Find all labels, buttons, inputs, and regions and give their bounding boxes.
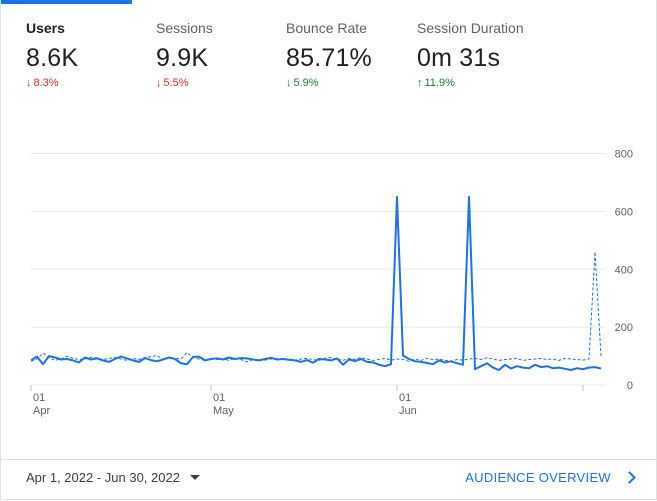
metric-tab-bounce-rate[interactable]: Bounce Rate 85.71% ↓ 5.9% xyxy=(286,20,416,89)
metric-tab-session-duration[interactable]: Session Duration 0m 31s ↑ 11.9% xyxy=(417,20,577,89)
date-range-label: Apr 1, 2022 - Jun 30, 2022 xyxy=(26,470,180,485)
metric-delta-value: 5.5% xyxy=(163,77,189,89)
y-tick-label: 800 xyxy=(615,149,633,161)
metric-value: 8.6K xyxy=(26,44,79,72)
series-line-current xyxy=(30,195,602,371)
active-tab-indicator xyxy=(1,0,132,4)
metric-delta: ↑ 11.9% xyxy=(417,77,577,89)
metric-delta-value: 8.3% xyxy=(33,77,59,89)
metric-delta: ↓ 5.9% xyxy=(286,77,416,89)
x-tick-label: Jun xyxy=(399,405,417,417)
series-line-previous xyxy=(30,251,602,363)
metric-tab-users[interactable]: Users 8.6K ↓ 8.3% xyxy=(26,20,156,89)
x-tick-label: Apr xyxy=(33,405,50,417)
arrow-down-icon: ↓ xyxy=(26,77,32,89)
arrow-down-icon: ↓ xyxy=(156,77,162,89)
x-tick-label: 01 xyxy=(33,392,45,404)
metric-label: Session Duration xyxy=(417,20,524,36)
x-tick-label: 01 xyxy=(213,392,225,404)
y-tick-label: 600 xyxy=(615,206,633,218)
y-tick-label: 0 xyxy=(627,380,633,392)
metric-value: 9.9K xyxy=(156,44,209,72)
y-tick-label: 400 xyxy=(615,264,633,276)
metric-delta-value: 5.9% xyxy=(293,77,319,89)
caret-down-icon xyxy=(189,475,200,480)
metric-tab-sessions[interactable]: Sessions 9.9K ↓ 5.5% xyxy=(156,20,286,89)
metric-value: 85.71% xyxy=(286,44,372,72)
metric-label: Bounce Rate xyxy=(286,20,367,36)
arrow-down-icon: ↓ xyxy=(286,77,292,89)
metric-delta: ↓ 5.5% xyxy=(156,77,286,89)
y-tick-label: 200 xyxy=(615,322,633,334)
audience-overview-link[interactable]: AUDIENCE OVERVIEW xyxy=(465,470,636,485)
chevron-right-icon xyxy=(623,471,636,484)
metric-delta-value: 11.9% xyxy=(424,77,455,89)
audience-overview-label: AUDIENCE OVERVIEW xyxy=(465,470,611,485)
metric-label: Users xyxy=(26,20,65,36)
x-tick-label: 01 xyxy=(399,392,411,404)
footer-divider xyxy=(1,459,657,460)
arrow-up-icon: ↑ xyxy=(417,77,423,89)
x-tick-label: May xyxy=(213,405,234,417)
date-range-selector[interactable]: Apr 1, 2022 - Jun 30, 2022 xyxy=(26,470,200,485)
metric-delta: ↓ 8.3% xyxy=(26,77,156,89)
metric-value: 0m 31s xyxy=(417,44,501,72)
metric-label: Sessions xyxy=(156,20,213,36)
